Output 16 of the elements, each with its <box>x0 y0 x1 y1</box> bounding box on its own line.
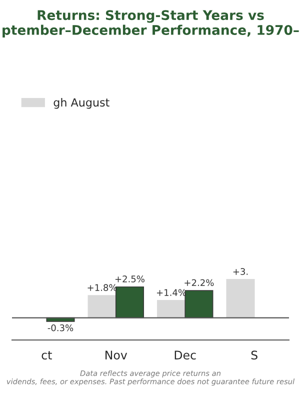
x-tick-label: Dec <box>174 350 196 360</box>
x-tick-label: ct <box>42 351 52 360</box>
chart-title: Returns: Strong-Start Years vs ptember–December Performance, 1970– <box>2 10 299 38</box>
bar <box>226 279 255 318</box>
data-label: +2.2% <box>184 279 214 286</box>
x-tick-label: S <box>251 350 258 360</box>
data-label: -0.3% <box>48 324 74 332</box>
data-label: +1.8% <box>88 284 117 292</box>
data-label: +3. <box>233 268 248 275</box>
x-tick-label: Nov <box>106 350 128 360</box>
bar <box>88 295 116 318</box>
bar <box>157 300 186 318</box>
bar <box>184 290 214 318</box>
data-label: +2.5% <box>115 276 144 282</box>
bar <box>115 286 144 318</box>
legend-label: gh August <box>54 98 110 109</box>
